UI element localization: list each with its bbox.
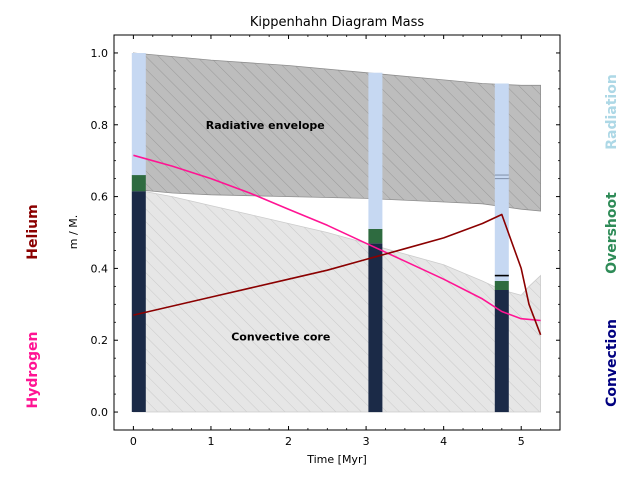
- legend-convection: Convection: [604, 319, 620, 407]
- convective-core-label: Convective core: [231, 331, 330, 344]
- y-tick-label: 0.0: [91, 406, 109, 419]
- profile-1-overshoot-segment: [131, 175, 146, 192]
- radiative-envelope-label: Radiative envelope: [206, 119, 325, 132]
- x-tick-label: 1: [207, 435, 214, 448]
- y-tick-label: 0.2: [91, 334, 109, 347]
- y-axis-label: m / M.: [67, 215, 80, 249]
- profile-1-radiation-segment: [131, 53, 146, 176]
- hydrogen-line: [133, 154, 541, 322]
- legend-radiation: Radiation: [604, 74, 620, 150]
- legend-helium: Helium: [25, 204, 41, 260]
- x-tick-label: 3: [363, 435, 370, 448]
- profile-2-radiation-segment: [368, 72, 383, 229]
- profile-2-overshoot-segment: [368, 228, 383, 244]
- x-tick-label: 5: [518, 435, 525, 448]
- profile-3-radiation-segment: [494, 83, 509, 281]
- x-axis-label: Time [Myr]: [306, 453, 367, 466]
- profile-3-convection-segment: [494, 290, 509, 413]
- chart-title: Kippenhahn Diagram Mass: [250, 15, 425, 30]
- x-tick-label: 0: [130, 435, 137, 448]
- y-tick-label: 0.4: [91, 262, 109, 275]
- y-tick-label: 1.0: [91, 47, 109, 60]
- y-tick-label: 0.8: [91, 119, 109, 132]
- profile-2-convection-segment: [368, 243, 383, 413]
- convective-core-region-hatch: [133, 188, 541, 413]
- legend-overshoot: Overshoot: [604, 192, 620, 274]
- radiative-envelope-region-hatch: [133, 52, 541, 212]
- x-tick-label: 4: [440, 435, 447, 448]
- profile-1-convection-segment: [131, 191, 146, 412]
- legend-hydrogen: Hydrogen: [25, 331, 41, 409]
- y-tick-label: 0.6: [91, 191, 109, 204]
- x-tick-label: 2: [285, 435, 292, 448]
- profile-3-overshoot-segment: [494, 281, 509, 290]
- helium-line: [133, 213, 542, 336]
